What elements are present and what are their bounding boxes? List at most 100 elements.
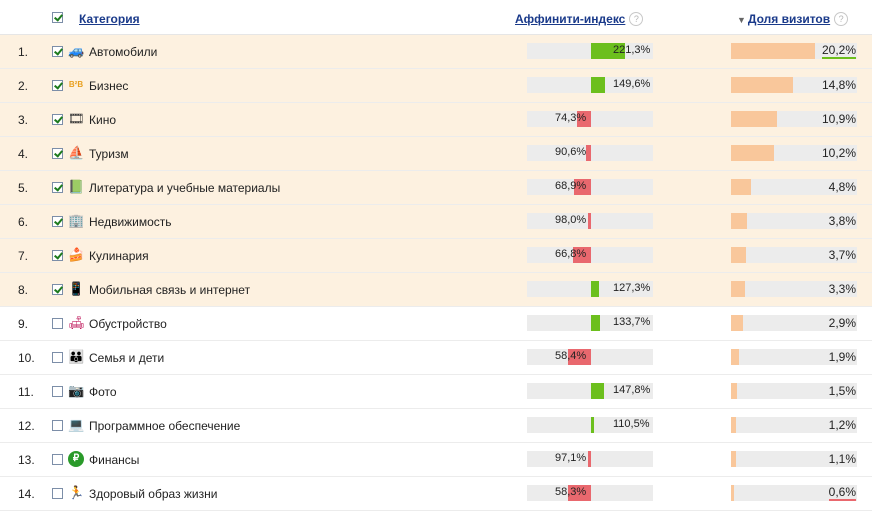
row-number: 5. [18, 181, 29, 195]
row-checkbox[interactable] [52, 114, 63, 125]
table-row[interactable]: 4. ⛵ Туризм 90,6% 10,2% [0, 137, 872, 171]
share-bar [731, 179, 752, 195]
sailboat-icon: ⛵ [68, 145, 85, 160]
category-label[interactable]: Здоровый образ жизни [89, 487, 218, 501]
share-bar-track [731, 179, 857, 195]
row-checkbox[interactable] [52, 318, 63, 329]
row-checkbox[interactable] [52, 488, 63, 499]
row-checkbox[interactable] [52, 420, 63, 431]
table-row[interactable]: 2. B²B Бизнес 149,6% 14,8% [0, 69, 872, 103]
affinity-column-header[interactable]: Аффинити-индекс? [515, 12, 644, 26]
share-bar-track [731, 383, 857, 399]
affinity-column-label[interactable]: Аффинити-индекс [515, 12, 626, 26]
share-value: 1,9% [828, 350, 856, 364]
row-checkbox[interactable] [52, 182, 63, 193]
affinity-bar [591, 281, 599, 297]
table-row[interactable]: 12. 💻 Программное обеспечение 110,5% 1,2% [0, 409, 872, 443]
affinity-bar [585, 145, 591, 161]
share-value: 1,5% [828, 384, 856, 398]
affinity-value: 147,8% [613, 384, 651, 396]
category-label[interactable]: Туризм [89, 147, 129, 161]
share-bar-track [731, 349, 857, 365]
category-label[interactable]: Программное обеспечение [89, 419, 241, 433]
share-bar-track [731, 247, 857, 263]
row-checkbox[interactable] [52, 352, 63, 363]
camera-icon: 📷 [68, 383, 85, 398]
row-checkbox[interactable] [52, 80, 63, 91]
category-label[interactable]: Автомобили [89, 45, 158, 59]
affinity-bar [574, 179, 591, 195]
row-checkbox[interactable] [52, 284, 63, 295]
phone-icon: 📱 [68, 281, 85, 296]
share-value: 2,9% [828, 316, 856, 330]
share-bar [731, 111, 777, 127]
share-bar [731, 485, 734, 501]
category-label[interactable]: Обустройство [89, 317, 167, 331]
table-row[interactable]: 11. 📷 Фото 147,8% 1,5% [0, 375, 872, 409]
category-label[interactable]: Семья и дети [89, 351, 165, 365]
share-bar [731, 315, 744, 331]
row-checkbox[interactable] [52, 386, 63, 397]
laptop-icon: 💻 [68, 417, 85, 432]
affinity-value: 66,8% [555, 248, 587, 260]
category-label[interactable]: Фото [89, 385, 117, 399]
affinity-value: 74,3% [555, 112, 587, 124]
table-row[interactable]: 13. ₽ Финансы 97,1% 1,1% [0, 443, 872, 477]
category-label[interactable]: Бизнес [89, 79, 129, 93]
row-checkbox[interactable] [52, 148, 63, 159]
share-column-header[interactable]: ▼ Доля визитов? [737, 12, 849, 26]
affinity-value: 149,6% [613, 78, 651, 90]
share-bar-track [731, 77, 857, 93]
affinity-bar [572, 247, 591, 263]
share-bar [731, 349, 739, 365]
affinity-value: 110,5% [613, 418, 650, 430]
table-header: Категория Аффинити-индекс? ▼ Доля визитов… [0, 0, 872, 35]
table-row[interactable]: 6. 🏢 Недвижимость 98,0% 3,8% [0, 205, 872, 239]
family-icon: 👪 [68, 349, 85, 364]
share-value: 4,8% [828, 180, 856, 194]
affinity-bar-track [527, 451, 653, 467]
table-row[interactable]: 14. 🏃 Здоровый образ жизни 58,3% 0,6% [0, 477, 872, 511]
category-label[interactable]: Литература и учебные материалы [89, 181, 281, 195]
share-value: 10,9% [821, 112, 856, 126]
table-row[interactable]: 3. 🎞 Кино 74,3% 10,9% [0, 103, 872, 137]
category-label[interactable]: Недвижимость [89, 215, 172, 229]
table-row[interactable]: 5. 📗 Литература и учебные материалы 68,9% 4,… [0, 171, 872, 205]
table-row[interactable]: 8. 📱 Мобильная связь и интернет 127,3% 3,3% [0, 273, 872, 307]
share-column-label[interactable]: Доля визитов [747, 12, 831, 26]
affinity-bar-track [527, 213, 653, 229]
category-label[interactable]: Мобильная связь и интернет [89, 283, 251, 297]
row-number: 4. [18, 147, 29, 161]
affinity-bar-track [527, 315, 653, 331]
row-number: 6. [18, 215, 29, 229]
table-row[interactable]: 1. 🚙 Автомобили 221,3% 20,2% [0, 35, 872, 69]
category-label[interactable]: Кулинария [89, 249, 149, 263]
affinity-bar-track [527, 349, 653, 365]
table-row[interactable]: 7. 🍰 Кулинария 66,8% 3,7% [0, 239, 872, 273]
cake-icon: 🍰 [68, 247, 85, 262]
category-label[interactable]: Финансы [89, 453, 140, 467]
row-number: 1. [18, 45, 29, 59]
share-help-icon[interactable]: ? [834, 12, 849, 26]
car-icon: 🚙 [68, 43, 85, 58]
share-bar-track [731, 43, 857, 59]
category-label[interactable]: Кино [89, 113, 116, 127]
table-row[interactable]: 9. 🛋 Обустройство 133,7% 2,9% [0, 307, 872, 341]
share-bar [731, 77, 793, 93]
share-value: 3,8% [828, 214, 856, 228]
row-checkbox[interactable] [52, 216, 63, 227]
affinity-value: 98,0% [555, 214, 587, 226]
row-checkbox[interactable] [52, 250, 63, 261]
affinity-help-icon[interactable]: ? [629, 12, 644, 26]
affinity-value: 133,7% [613, 316, 651, 328]
share-value: 20,2% [821, 43, 856, 59]
category-column-header[interactable]: Категория [79, 12, 140, 26]
row-checkbox[interactable] [52, 454, 63, 465]
affinity-bar-track [527, 281, 653, 297]
affinity-bar [591, 43, 625, 59]
row-checkbox[interactable] [52, 46, 63, 57]
affinity-bar [588, 451, 591, 467]
affinity-value: 68,9% [555, 180, 587, 192]
select-all-checkbox[interactable] [52, 12, 63, 23]
table-row[interactable]: 10. 👪 Семья и дети 58,4% 1,9% [0, 341, 872, 375]
